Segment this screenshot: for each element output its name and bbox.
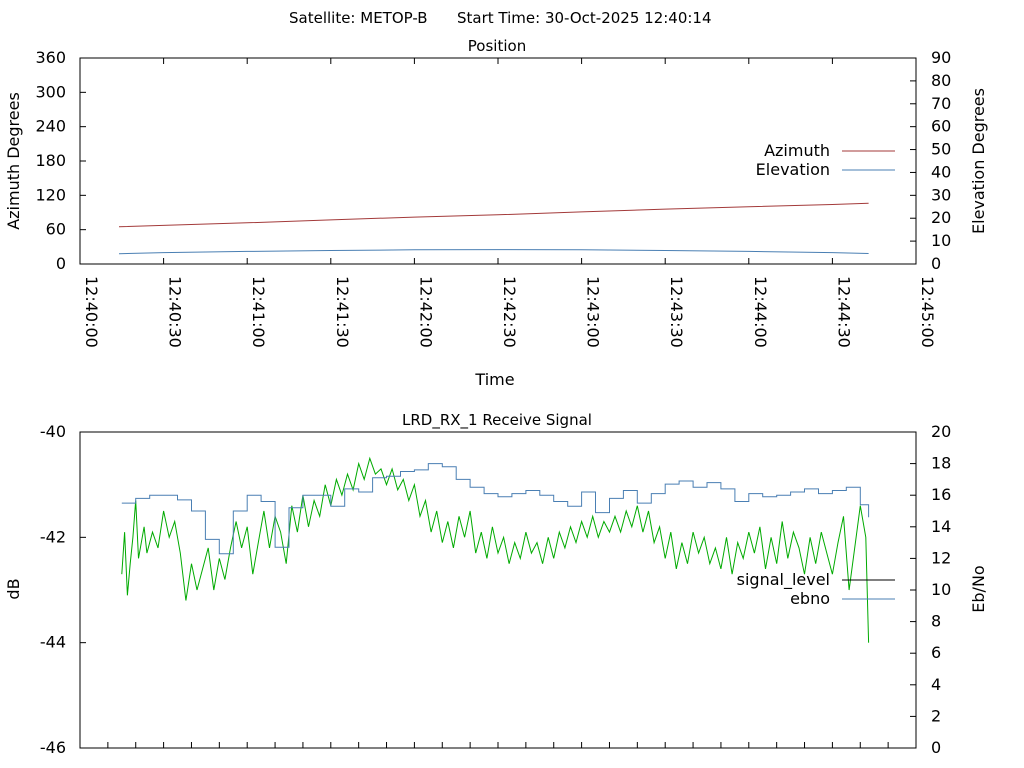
- y-tick-label: 300: [35, 82, 66, 101]
- position-y-axis-label: Azimuth Degrees: [4, 92, 23, 230]
- series-line-signal-level: [121, 456, 870, 643]
- x-tick-label: 12:44:00: [751, 276, 770, 348]
- y2-tick-label: 40: [931, 162, 951, 181]
- legend-label: signal_level: [737, 570, 830, 590]
- position-y2-axis-label: Elevation Degrees: [969, 88, 988, 234]
- x-tick-label: 12:41:00: [249, 276, 268, 348]
- y2-tick-label: 4: [931, 675, 941, 694]
- y-tick-label: -40: [40, 422, 66, 441]
- receive-signal-chart: LRD_RX_1 Receive Signal dB Eb/No -40 -42 -…: [4, 411, 988, 757]
- y-tick-label: 60: [46, 220, 66, 239]
- y2-tick-label: 20: [931, 422, 951, 441]
- y2-tick-label: 18: [931, 454, 951, 473]
- receive-signal-chart-title: LRD_RX_1 Receive Signal: [402, 411, 592, 430]
- y-tick-label: 360: [35, 48, 66, 67]
- legend-label: ebno: [790, 589, 830, 608]
- position-x-axis-label: Time: [474, 370, 514, 389]
- position-chart-title: Position: [468, 37, 526, 55]
- y-tick-label: 120: [35, 185, 66, 204]
- x-tick-label: 12:41:30: [333, 276, 352, 348]
- satellite-label: Satellite: METOP-B: [289, 9, 428, 27]
- series-line-elevation: [118, 249, 869, 255]
- x-tick-label: 12:42:30: [500, 276, 519, 348]
- y-tick-label: 240: [35, 117, 66, 136]
- y2-tick-label: 0: [931, 738, 941, 757]
- y-tick-label: -42: [40, 527, 66, 546]
- y-tick-label: -44: [40, 633, 66, 652]
- x-tick-label: 12:45:00: [918, 276, 937, 348]
- receive-signal-y2-axis-label: Eb/No: [969, 565, 988, 612]
- y2-tick-label: 70: [931, 94, 951, 113]
- series-line-ebno: [121, 463, 870, 555]
- y2-tick-label: 10: [931, 580, 951, 599]
- position-chart: Position Time Azimuth Degrees Elevation …: [4, 37, 988, 389]
- x-tick-label: 12:43:00: [584, 276, 603, 348]
- start-time-label: Start Time: 30-Oct-2025 12:40:14: [457, 9, 712, 27]
- y-tick-label: 0: [56, 254, 66, 273]
- y2-tick-label: 16: [931, 485, 951, 504]
- y-tick-label: 180: [35, 151, 66, 170]
- y2-tick-label: 8: [931, 612, 941, 631]
- y2-tick-label: 14: [931, 517, 951, 536]
- y2-tick-label: 20: [931, 208, 951, 227]
- y2-tick-label: 12: [931, 548, 951, 567]
- y2-tick-label: 50: [931, 140, 951, 159]
- receive-signal-y-axis-label: dB: [4, 578, 23, 599]
- y2-tick-label: 10: [931, 231, 951, 250]
- legend-label: Azimuth: [764, 141, 830, 160]
- x-tick-label: 12:44:30: [834, 276, 853, 348]
- x-tick-label: 12:42:00: [416, 276, 435, 348]
- y2-tick-label: 0: [931, 254, 941, 273]
- y2-tick-label: 6: [931, 643, 941, 662]
- y2-tick-label: 2: [931, 706, 941, 725]
- y2-tick-label: 30: [931, 185, 951, 204]
- y2-tick-label: 90: [931, 48, 951, 67]
- y-tick-label: -46: [40, 738, 66, 757]
- legend-label: Elevation: [756, 160, 830, 179]
- x-tick-label: 12:40:30: [166, 276, 185, 348]
- x-tick-label: 12:43:30: [667, 276, 686, 348]
- x-tick-label: 12:40:00: [82, 276, 101, 348]
- y2-tick-label: 60: [931, 117, 951, 136]
- y2-tick-label: 80: [931, 71, 951, 90]
- series-line-azimuth: [118, 202, 869, 228]
